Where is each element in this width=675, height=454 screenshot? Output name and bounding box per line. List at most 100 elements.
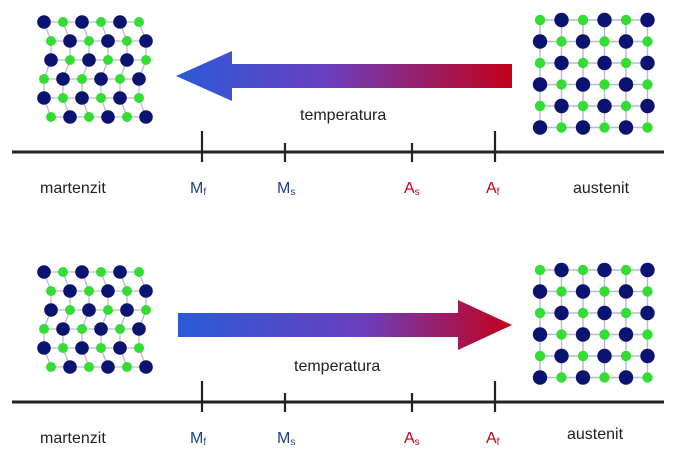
atom-dark [618,120,634,135]
atom-dark [113,265,127,279]
marker-mf-bottom: Mf [190,430,207,448]
atom-dark [63,284,77,298]
atom-dark [120,303,134,317]
atom-dark [597,348,612,364]
atom-dark [75,91,89,105]
atom-light [58,343,68,353]
atom-dark [139,360,153,374]
atom-dark [554,55,569,71]
atom-dark [575,77,591,92]
atom-dark [113,91,127,105]
atom-dark [37,15,51,29]
martensite-lattice [37,265,153,374]
atom-light [122,362,132,372]
atom-light [103,305,113,315]
atom-light [620,307,632,319]
austenite-label-bottom: austenit [567,426,624,443]
martensite-lattice [37,15,153,124]
atom-light [46,362,56,372]
atom-light [599,79,610,90]
atom-light [534,14,546,26]
atom-dark [575,370,591,385]
atom-light [96,267,106,277]
atom-light [599,372,610,383]
atom-dark [640,348,655,364]
atom-dark [554,98,569,114]
marker-ms-top: Ms [277,180,296,198]
marker-as-bottom: As [404,430,420,448]
atom-dark [640,98,655,114]
atom-dark [132,72,146,86]
atom-light [84,112,94,122]
atom-light [141,305,151,315]
atom-light [556,36,567,47]
atom-dark [618,34,634,49]
atom-dark [532,284,548,299]
temperature-label-top: temperatura [300,107,387,124]
atom-dark [75,15,89,29]
atom-light [556,122,567,133]
atom-dark [139,34,153,48]
atom-light [577,100,589,112]
atom-dark [640,305,655,321]
marker-mf-top: Mf [190,180,207,198]
marker-as-top: As [404,180,420,198]
atom-dark [640,12,655,28]
atom-light [556,329,567,340]
atom-light [115,74,125,84]
atom-dark [532,34,548,49]
atom-light [599,36,610,47]
atom-dark [120,53,134,67]
atom-light [96,343,106,353]
atom-light [58,267,68,277]
atom-dark [94,322,108,336]
atom-dark [618,327,634,342]
atom-light [642,329,653,340]
atom-light [134,267,144,277]
atom-dark [532,120,548,135]
marker-af-top: Af [486,180,500,198]
atom-dark [44,303,58,317]
atom-dark [597,55,612,71]
arrow-cooling [176,51,512,101]
atom-dark [640,55,655,71]
atom-light [122,36,132,46]
atom-dark [597,98,612,114]
atom-light [620,100,632,112]
atom-light [534,264,546,276]
atom-light [577,14,589,26]
atom-light [556,286,567,297]
atom-light [84,36,94,46]
atom-light [103,55,113,65]
atom-dark [575,120,591,135]
austenite-label-top: austenit [573,180,630,197]
atom-light [77,324,87,334]
atom-dark [63,110,77,124]
atom-light [577,57,589,69]
atom-light [642,79,653,90]
atom-light [65,305,75,315]
atom-dark [82,303,96,317]
atom-light [134,343,144,353]
atom-light [58,93,68,103]
atom-dark [101,110,115,124]
arrow-heating [178,300,512,350]
atom-light [84,286,94,296]
atom-light [65,55,75,65]
atom-light [39,324,49,334]
atom-light [620,264,632,276]
atom-light [534,57,546,69]
atom-light [46,286,56,296]
atom-light [599,286,610,297]
atom-light [115,324,125,334]
atom-light [599,122,610,133]
atom-dark [575,34,591,49]
atom-light [77,74,87,84]
atom-light [46,36,56,46]
atom-light [577,350,589,362]
atom-dark [597,305,612,321]
atom-dark [94,72,108,86]
atom-light [534,350,546,362]
atom-dark [37,91,51,105]
atom-light [642,122,653,133]
